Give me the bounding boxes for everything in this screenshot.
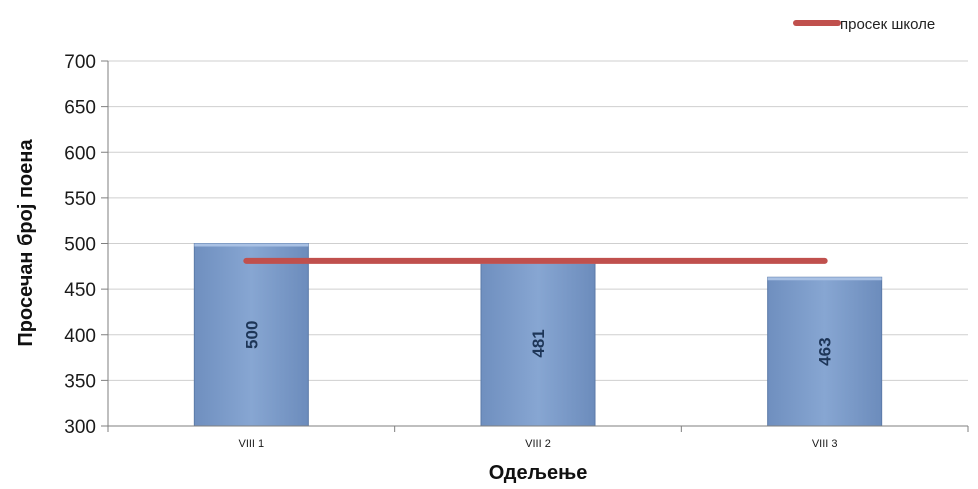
bar-highlight — [767, 277, 882, 281]
x-tick-label: VIII 1 — [238, 438, 264, 450]
labels: 300 350 400 450 500 550 600 650 700 500 VIII 1 481 V… — [64, 52, 837, 450]
y-tick-label: 400 — [64, 326, 96, 347]
bar-value-label: 463 — [816, 337, 835, 365]
bar-value-label: 500 — [242, 321, 261, 349]
y-tick-label: 550 — [64, 189, 96, 210]
x-axis-title: Одељење — [489, 462, 588, 484]
bar-highlight — [194, 243, 309, 247]
axes — [101, 60, 969, 432]
y-tick-label: 500 — [64, 235, 96, 256]
bars — [193, 243, 883, 427]
legend: просек школе — [793, 16, 935, 33]
bar-value-label: 481 — [529, 329, 548, 357]
y-tick-label: 450 — [64, 280, 96, 301]
y-axis-title: Просечан број поена — [15, 139, 37, 347]
x-tick-label: VIII 3 — [812, 438, 838, 450]
y-tick-label: 350 — [64, 371, 96, 392]
legend-label: просек школе — [840, 16, 935, 33]
bar — [193, 243, 309, 427]
y-tick-label: 650 — [64, 98, 96, 119]
x-tick-label: VIII 2 — [525, 438, 551, 450]
bar — [480, 260, 596, 427]
y-tick-label: 300 — [64, 417, 96, 438]
y-tick-label: 600 — [64, 143, 96, 164]
y-tick-label: 700 — [64, 52, 96, 73]
bar — [767, 276, 883, 427]
